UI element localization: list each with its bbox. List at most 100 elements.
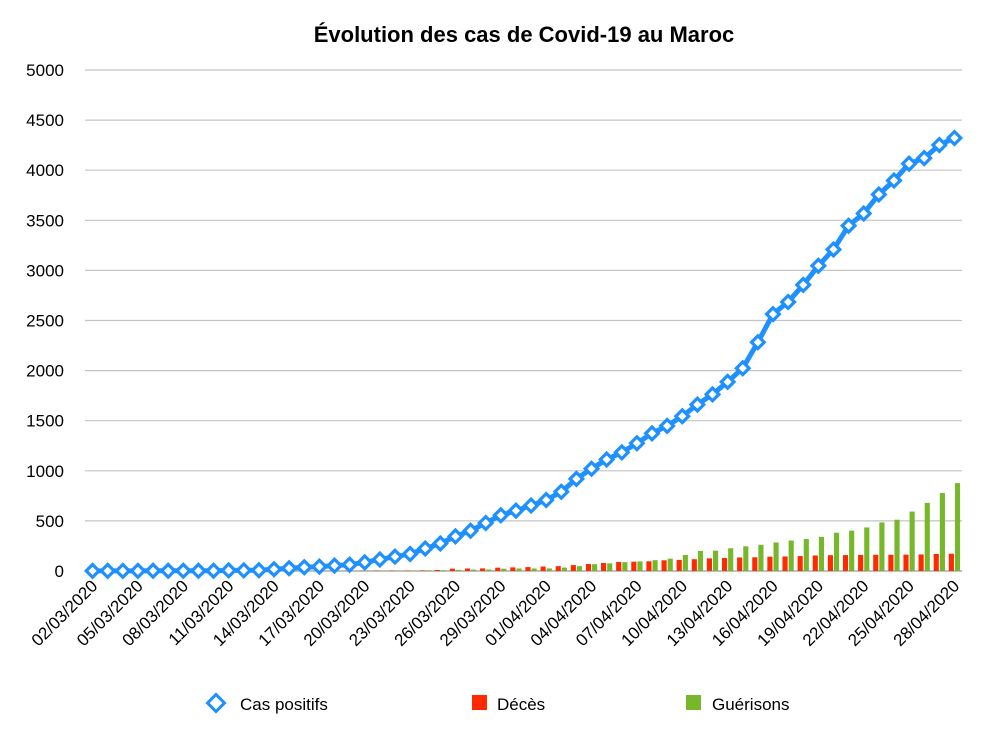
series-cas-positifs: [83, 129, 964, 580]
point-cas-positifs: [340, 556, 359, 574]
point-cas-positifs: [673, 407, 691, 425]
point-cas-positifs: [749, 333, 767, 351]
bar-guerisons: [486, 569, 492, 571]
bar-guerisons: [713, 550, 719, 571]
y-tick-label: 2500: [26, 312, 64, 331]
y-tick-label: 0: [55, 562, 64, 581]
y-tick-label: 4000: [26, 161, 64, 180]
y-tick-label: 4500: [26, 111, 64, 130]
bar-guerisons: [561, 567, 567, 571]
bar-deces: [480, 568, 486, 571]
point-cas-positifs: [537, 491, 555, 509]
point-cas-positifs: [431, 534, 449, 553]
legend-marker-guerisons: [686, 695, 701, 710]
bar-guerisons: [939, 493, 945, 571]
legend-label-cas-positifs: Cas positifs: [240, 695, 328, 714]
point-cas-positifs: [582, 460, 601, 478]
bar-deces: [782, 556, 788, 571]
bar-guerisons: [803, 539, 809, 571]
bar-guerisons: [592, 564, 598, 571]
bar-deces: [464, 568, 471, 571]
point-cas-positifs: [356, 553, 374, 572]
bar-guerisons: [833, 532, 840, 571]
y-tick-label: 2000: [26, 362, 64, 381]
point-cas-positifs: [794, 276, 812, 294]
bar-guerisons: [471, 569, 477, 571]
bar-guerisons: [728, 548, 734, 571]
point-cas-positifs: [250, 561, 268, 579]
point-cas-positifs: [719, 373, 737, 391]
bar-guerisons: [440, 570, 446, 571]
point-cas-positifs: [779, 293, 797, 311]
bar-guerisons: [864, 527, 870, 571]
bar-deces: [948, 553, 954, 571]
point-cas-positifs: [189, 562, 208, 580]
legend-label-deces: Décès: [497, 695, 545, 714]
bar-guerisons: [652, 560, 658, 571]
legend-item-cas-positifs: Cas positifs: [205, 692, 328, 714]
point-cas-positifs: [930, 136, 948, 154]
bar-guerisons: [954, 483, 961, 571]
bar-guerisons: [743, 546, 749, 571]
bar-deces: [555, 566, 561, 571]
y-tick-label: 5000: [26, 61, 64, 80]
chart-title: Évolution des cas de Covid-19 au Maroc: [314, 22, 735, 47]
bar-deces: [540, 566, 546, 571]
bar-guerisons: [879, 522, 885, 571]
point-cas-positifs: [855, 204, 873, 223]
bar-deces: [601, 562, 607, 571]
point-cas-positifs: [507, 502, 525, 520]
point-cas-positifs: [915, 149, 933, 167]
point-cas-positifs: [522, 496, 540, 515]
point-cas-positifs: [552, 483, 570, 501]
bar-deces: [918, 554, 924, 571]
bar-deces: [721, 557, 728, 571]
bar-deces: [873, 554, 879, 571]
y-tick-label: 500: [36, 512, 64, 531]
bar-guerisons: [924, 502, 930, 571]
bar-guerisons: [849, 530, 855, 571]
bar-guerisons: [455, 569, 462, 571]
y-tick-label: 1000: [26, 462, 64, 481]
bar-deces: [691, 559, 697, 571]
series-deces: [223, 553, 954, 571]
point-cas-positifs: [235, 561, 253, 580]
point-cas-positifs: [477, 514, 495, 532]
bar-deces: [903, 554, 909, 571]
bar-deces: [616, 561, 622, 571]
bar-deces: [419, 570, 425, 571]
bar-deces: [646, 561, 652, 571]
point-cas-positifs: [371, 550, 389, 569]
legend-item-guerisons: Guérisons: [686, 695, 789, 714]
point-cas-positifs: [764, 305, 782, 323]
legend: Cas positifs Décès Guérisons: [205, 692, 789, 714]
point-cas-positifs: [401, 545, 419, 563]
point-cas-positifs: [885, 171, 903, 190]
bar-deces: [434, 569, 440, 571]
bar-deces: [827, 555, 833, 571]
bar-deces: [585, 563, 592, 571]
point-cas-positifs: [114, 562, 132, 580]
bar-deces: [570, 565, 576, 571]
bar-guerisons: [516, 568, 522, 571]
point-cas-positifs: [159, 562, 177, 580]
point-cas-positifs: [839, 217, 858, 235]
bar-guerisons: [773, 542, 779, 571]
bar-guerisons: [637, 561, 643, 571]
bar-guerisons: [818, 536, 824, 571]
point-cas-positifs: [99, 562, 117, 580]
y-tick-label: 1500: [26, 412, 64, 431]
point-cas-positifs: [461, 522, 480, 540]
bar-guerisons: [410, 570, 416, 571]
point-cas-positifs: [900, 155, 918, 173]
bar-guerisons: [667, 558, 673, 571]
bar-guerisons: [501, 568, 507, 571]
x-axis: 02/03/202005/03/202008/03/202011/03/2020…: [28, 576, 963, 650]
point-cas-positifs: [688, 395, 707, 414]
y-tick-label: 3500: [26, 211, 64, 230]
point-cas-positifs: [734, 359, 752, 377]
bar-deces: [858, 554, 864, 571]
point-cas-positifs: [870, 185, 888, 204]
